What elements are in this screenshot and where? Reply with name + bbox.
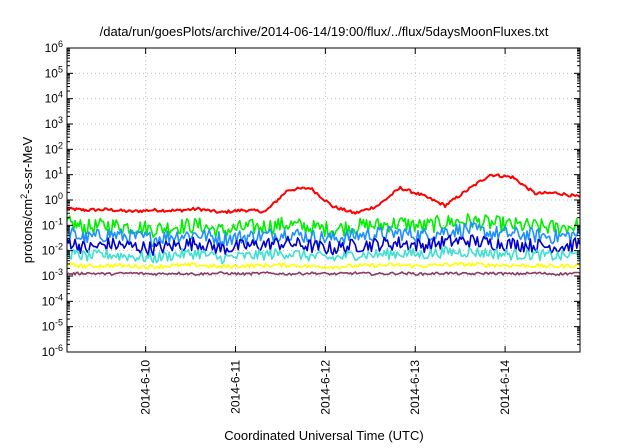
y-tick-base: 10 [42, 320, 56, 334]
x-tick-label: 2014-6-13 [408, 360, 422, 415]
y-tick-base: 10 [45, 117, 59, 131]
y-tick-label: 105 [45, 64, 63, 80]
y-tick-base: 10 [42, 294, 56, 308]
x-tick-label: 2014-6-14 [498, 360, 512, 415]
y-axis-title-sup: 2 [19, 194, 29, 199]
series-layer [66, 173, 581, 276]
y-tick-base: 10 [45, 142, 59, 156]
y-tick-label: 10-3 [42, 267, 63, 283]
y-tick-base: 10 [42, 244, 56, 258]
y-tick-exponent: -5 [55, 318, 63, 328]
y-axis-title-part1: protons/cm [20, 199, 35, 263]
y-tick-label: 103 [45, 115, 63, 131]
y-tick-exponent: 6 [58, 39, 63, 49]
y-tick-label: 10-5 [42, 318, 63, 334]
y-tick-exponent: 4 [58, 90, 63, 100]
y-tick-base: 10 [45, 92, 59, 106]
y-tick-exponent: 1 [58, 166, 63, 176]
chart-title: /data/run/goesPlots/archive/2014-06-14/1… [100, 24, 549, 39]
y-tick-base: 10 [45, 168, 59, 182]
y-tick-exponent: 0 [58, 191, 63, 201]
series-line-2 [66, 213, 581, 239]
x-tick-label: 2014-6-10 [139, 360, 153, 415]
y-axis-title: protons/cm2-s-sr-MeV [19, 136, 35, 263]
y-tick-base: 10 [45, 41, 59, 55]
y-tick-label: 100 [45, 191, 63, 207]
series-line-3 [66, 221, 581, 247]
y-tick-label: 10-6 [42, 343, 63, 359]
y-tick-exponent: 3 [58, 115, 63, 125]
x-tick-label: 2014-6-11 [229, 360, 243, 414]
y-tick-exponent: -6 [55, 343, 63, 353]
y-tick-base: 10 [45, 66, 59, 80]
y-tick-label: 102 [45, 140, 63, 156]
y-tick-base: 10 [45, 193, 59, 207]
x-tick-label: 2014-6-12 [318, 360, 332, 415]
y-tick-label: 104 [45, 90, 63, 106]
y-tick-label: 101 [45, 166, 63, 182]
y-tick-exponent: -2 [55, 242, 63, 252]
series-line-6 [66, 261, 581, 270]
series-line-4 [66, 234, 581, 257]
y-tick-label: 106 [45, 39, 63, 55]
x-axis-title: Coordinated Universal Time (UTC) [224, 428, 423, 443]
y-tick-label: 10-4 [42, 292, 63, 308]
series-line-7 [66, 271, 581, 276]
y-tick-base: 10 [42, 269, 56, 283]
y-tick-label: 10-1 [42, 216, 63, 232]
y-tick-base: 10 [42, 345, 56, 359]
y-tick-base: 10 [42, 218, 56, 232]
y-axis-title-part2: -s-sr-MeV [20, 136, 35, 193]
y-tick-label: 10-2 [42, 242, 63, 258]
y-tick-exponent: -3 [55, 267, 63, 277]
y-tick-exponent: -4 [55, 292, 63, 302]
series-line-1 [66, 173, 581, 215]
y-tick-exponent: -1 [55, 216, 63, 226]
tick-layer: 10610510410310210110010-110-210-310-410-… [42, 39, 580, 415]
series-line-5 [66, 245, 581, 265]
y-tick-exponent: 5 [58, 64, 63, 74]
y-tick-exponent: 2 [58, 140, 63, 150]
